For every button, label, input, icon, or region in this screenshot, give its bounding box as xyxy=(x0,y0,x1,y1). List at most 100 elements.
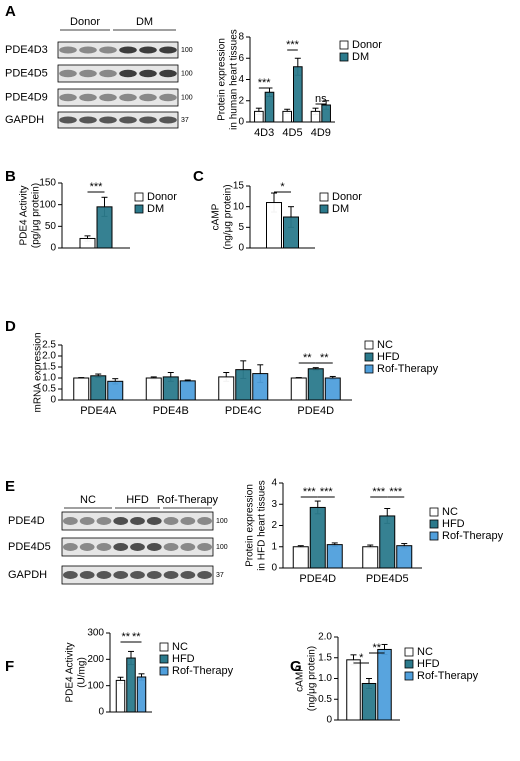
y-tick-label: 2.5 xyxy=(42,340,56,351)
bar xyxy=(307,368,324,401)
legend-label: Donor xyxy=(352,39,382,51)
legend-label: Rof-Therapy xyxy=(377,363,439,375)
blot-band xyxy=(119,116,137,124)
blot-band xyxy=(59,116,77,124)
bar xyxy=(377,648,392,721)
blot-group-label: DM xyxy=(136,16,153,28)
x-tick-label: PDE4C xyxy=(225,405,262,417)
blot-band xyxy=(113,543,129,551)
blot-band xyxy=(146,543,162,551)
x-tick-label: PDE4B xyxy=(153,405,189,417)
legend-label: Rof-Therapy xyxy=(417,670,479,682)
significance-label: *** xyxy=(320,486,334,498)
blot-band xyxy=(79,571,95,579)
legend-swatch xyxy=(364,364,374,374)
blot-group-label: HFD xyxy=(126,494,149,506)
bar xyxy=(283,216,299,249)
bar xyxy=(310,110,321,123)
significance-label: *** xyxy=(286,39,300,51)
bar xyxy=(96,206,113,249)
y-tick-label: 0 xyxy=(50,395,56,406)
blot-row-label: PDE4D5 xyxy=(5,67,48,79)
blot-row-label: PDE4D3 xyxy=(5,44,48,56)
y-axis-label: Protein expression xyxy=(217,38,228,121)
x-tick-label: 4D5 xyxy=(282,127,302,139)
bar xyxy=(264,91,275,123)
y-axis-label: cAMP xyxy=(211,203,222,230)
significance-label: *** xyxy=(90,181,104,193)
legend-label: HFD xyxy=(442,518,465,530)
significance-label: *** xyxy=(389,486,403,498)
y-tick-label: 0 xyxy=(238,117,244,128)
bar xyxy=(282,110,292,123)
significance-label: ns xyxy=(315,93,327,105)
blot-band xyxy=(63,571,78,579)
marker-label: 100 xyxy=(216,544,228,551)
blot-band xyxy=(163,543,179,551)
legend-label: NC xyxy=(417,646,433,658)
y-tick-label: 0.5 xyxy=(42,384,56,395)
blot-band xyxy=(79,543,95,551)
y-tick-label: 150 xyxy=(39,178,56,189)
significance-label: * xyxy=(359,652,364,664)
blot-band xyxy=(130,571,145,579)
bar xyxy=(235,369,252,401)
y-tick-label: 300 xyxy=(87,628,104,639)
blot-band xyxy=(197,571,212,579)
blot-row-label: GAPDH xyxy=(8,569,47,581)
blot-band xyxy=(113,517,129,525)
panel-label: D xyxy=(5,318,16,335)
legend-swatch xyxy=(429,519,439,529)
y-tick-label: 2.0 xyxy=(42,351,56,362)
legend-swatch xyxy=(404,671,414,681)
blot-band xyxy=(119,93,137,102)
blot-band xyxy=(96,571,112,579)
bar xyxy=(145,377,162,401)
y-tick-label: 0 xyxy=(326,715,332,726)
y-tick-label: 0 xyxy=(271,563,277,574)
significance-label: *** xyxy=(303,486,317,498)
y-tick-label: 200 xyxy=(87,654,104,665)
bar xyxy=(73,377,90,401)
legend-swatch xyxy=(319,192,329,202)
y-tick-label: 1.0 xyxy=(318,673,332,684)
y-tick-label: 5 xyxy=(238,222,244,233)
bar xyxy=(218,376,235,401)
marker-label: 100 xyxy=(216,518,228,525)
bar xyxy=(362,546,379,569)
blot-row-label: PDE4D9 xyxy=(5,91,48,103)
blot-band xyxy=(159,93,177,102)
y-axis-label: (ng/μg protein) xyxy=(307,646,318,711)
legend-swatch xyxy=(159,654,169,664)
bar xyxy=(136,676,147,713)
legend-label: Rof-Therapy xyxy=(442,530,504,542)
blot-band xyxy=(159,69,177,78)
blot-band xyxy=(146,571,162,579)
blot-band xyxy=(180,543,196,551)
blot-band xyxy=(159,46,177,54)
y-tick-label: 3 xyxy=(271,499,277,510)
legend-label: NC xyxy=(442,506,458,518)
panel-label: G xyxy=(290,658,302,675)
bar xyxy=(266,202,282,249)
blot-band xyxy=(113,571,129,579)
significance-label: ** xyxy=(372,642,381,654)
bar xyxy=(79,237,96,249)
bar xyxy=(107,380,124,401)
y-tick-label: 4 xyxy=(271,478,277,489)
marker-label: 100 xyxy=(181,70,193,77)
y-tick-label: 1.5 xyxy=(318,652,332,663)
blot-row-label: PDE4D xyxy=(8,515,45,527)
significance-label: *** xyxy=(372,486,386,498)
blot-band xyxy=(96,543,112,551)
blot-band xyxy=(79,46,97,54)
legend-label: Donor xyxy=(147,191,177,203)
legend-swatch xyxy=(134,204,144,214)
bar xyxy=(115,679,126,713)
bar xyxy=(179,380,196,401)
bar xyxy=(309,506,326,569)
legend-swatch xyxy=(319,204,329,214)
blot-band xyxy=(63,517,78,525)
marker-label: 37 xyxy=(216,572,224,579)
blot-strip xyxy=(57,41,179,59)
